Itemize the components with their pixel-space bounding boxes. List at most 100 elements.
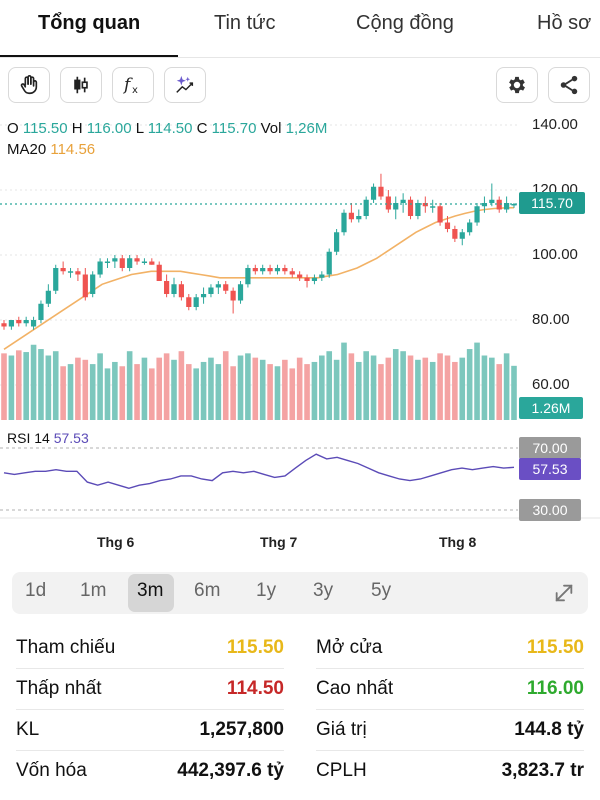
- stat-divider: [16, 709, 284, 710]
- ai-chart-tool-button[interactable]: [164, 67, 206, 103]
- volume-bar: [8, 355, 15, 420]
- candle-body: [90, 274, 96, 294]
- x-tick-aug: Thg 8: [439, 534, 477, 550]
- range-5y[interactable]: 5y: [371, 580, 392, 601]
- candle-body: [452, 229, 458, 239]
- fx-icon: f x: [122, 75, 138, 96]
- volume-bar: [97, 353, 103, 420]
- stat-market-cap-label: Vốn hóa: [16, 760, 87, 781]
- candle-body: [474, 206, 480, 223]
- stat-value-label: Giá trị: [316, 719, 367, 740]
- candle-body: [97, 261, 103, 275]
- volume-bar: [311, 361, 318, 420]
- candle-body: [45, 290, 51, 304]
- volume-bar: [185, 364, 192, 420]
- volume-bar: [222, 351, 229, 420]
- range-1m[interactable]: 1m: [80, 580, 107, 601]
- y-tick-140: 140.00: [532, 116, 578, 133]
- rsi-label: RSI 14: [7, 430, 50, 446]
- tab-profile[interactable]: Hồ sơ: [537, 12, 592, 34]
- rsi-value: 57.53: [53, 430, 89, 446]
- candle-body: [215, 284, 221, 288]
- volume-bar: [489, 357, 495, 420]
- candle-body: [400, 199, 406, 203]
- candle-body: [407, 199, 414, 216]
- tab-news[interactable]: Tin tức: [214, 12, 276, 34]
- volume-bar: [259, 359, 266, 420]
- stat-reference-value: 115.50: [226, 637, 284, 658]
- volume-bar: [193, 368, 199, 420]
- volume-bar: [429, 361, 436, 420]
- range-1d[interactable]: 1d: [25, 580, 47, 601]
- range-6m[interactable]: 6m: [194, 580, 221, 601]
- candle-body: [141, 261, 148, 263]
- x-tick-jul: Thg 7: [260, 534, 298, 550]
- price-chart[interactable]: [0, 0, 600, 520]
- ma-value: 114.56: [50, 141, 96, 158]
- candle-body: [75, 271, 81, 275]
- volume-bar: [407, 355, 414, 420]
- range-3m[interactable]: 3m: [137, 580, 164, 601]
- volume-bar: [15, 350, 22, 420]
- volume-bar: [149, 368, 155, 420]
- candle-body: [67, 271, 74, 273]
- close-label: C: [196, 120, 208, 137]
- volume-bar: [126, 351, 133, 420]
- candle-body: [112, 258, 118, 262]
- candle-body: [444, 222, 451, 229]
- candle-body: [208, 287, 214, 294]
- candle-body: [363, 199, 369, 216]
- volume-bar: [348, 353, 355, 420]
- volume-bar: [392, 349, 399, 420]
- volume-bar: [444, 355, 451, 420]
- tab-community[interactable]: Cộng đồng: [356, 12, 454, 34]
- volume-bar: [400, 351, 406, 420]
- share-icon: [560, 75, 578, 95]
- candle-body: [467, 222, 473, 233]
- volume-bar: [252, 357, 259, 420]
- close-value: 115.70: [211, 120, 257, 137]
- volume-bar: [466, 349, 473, 420]
- volume-bar: [378, 364, 384, 420]
- active-tab-indicator: [0, 55, 178, 58]
- candle-body: [282, 268, 288, 272]
- candle-body: [252, 268, 258, 272]
- candlestick-tool-button[interactable]: [60, 67, 102, 103]
- volume-bar: [67, 364, 74, 420]
- volume-bar: [245, 353, 251, 420]
- volume-bar: [474, 342, 480, 420]
- range-3y[interactable]: 3y: [313, 580, 334, 601]
- volume-bar: [1, 353, 7, 420]
- volume-label: Vol: [260, 120, 282, 137]
- candle-body: [53, 268, 59, 291]
- candle-body: [38, 303, 44, 320]
- candle-body: [156, 264, 162, 281]
- hand-tool-button[interactable]: [8, 67, 50, 103]
- share-button[interactable]: [548, 67, 590, 103]
- candle-body: [422, 203, 428, 207]
- volume-bar: [178, 351, 185, 420]
- expand-icon[interactable]: [553, 582, 575, 604]
- candle-body: [267, 268, 273, 272]
- volume-bar: [415, 359, 421, 420]
- candle-body: [16, 320, 22, 324]
- candle-body: [119, 258, 125, 268]
- stat-divider: [316, 668, 584, 669]
- volume-bar: [119, 366, 126, 420]
- indicator-tool-button[interactable]: f x: [112, 67, 154, 103]
- volume-value: 1,26M: [285, 120, 328, 137]
- candle-body: [334, 232, 340, 252]
- candle-body: [348, 212, 354, 220]
- tab-overview[interactable]: Tổng quan: [38, 12, 141, 34]
- volume-bar: [481, 355, 488, 420]
- tabs-divider: [0, 57, 600, 58]
- candlestick-icon: [74, 76, 88, 94]
- stat-high-label: Cao nhất: [316, 678, 394, 699]
- settings-button[interactable]: [496, 67, 538, 103]
- volume-bar: [112, 361, 118, 420]
- y-tick-80: 80.00: [532, 311, 570, 328]
- range-1y[interactable]: 1y: [256, 580, 277, 601]
- volume-bar: [304, 364, 310, 420]
- low-value: 114.50: [147, 120, 193, 137]
- volume-bar: [215, 364, 222, 420]
